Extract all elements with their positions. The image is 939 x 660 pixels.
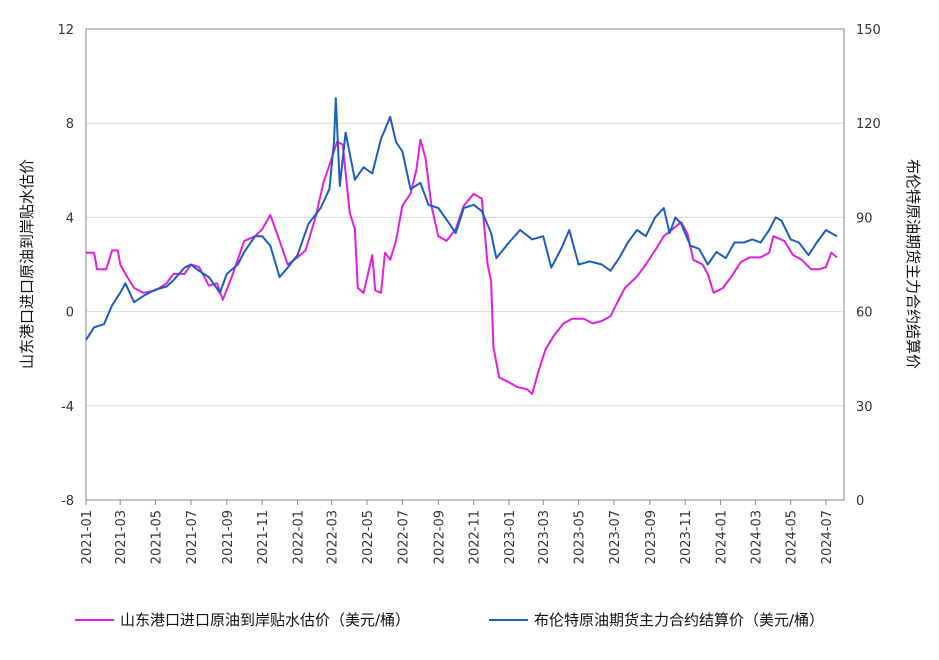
right-axis: 0 30 60 90 120 150 xyxy=(856,23,881,509)
x-tick-label: 2021-01 xyxy=(80,510,95,564)
left-tick-label: 4 xyxy=(66,211,74,226)
x-tick-label: 2023-09 xyxy=(644,510,659,564)
x-tick-label: 2024-07 xyxy=(820,510,835,564)
x-tick-label: 2023-11 xyxy=(679,510,694,564)
x-tick-label: 2021-03 xyxy=(114,510,129,564)
x-tick-label: 2024-03 xyxy=(749,510,764,564)
series-line-1 xyxy=(86,138,838,395)
x-axis: 2021-01 2021-03 2021-05 2021-07 2021-09 2021-… xyxy=(80,500,835,564)
legend: 山东港口进口原油到岸贴水估价（美元/桶） 布伦特原油期货主力合约结算价（美元/桶） xyxy=(75,611,824,629)
x-tick-label: 2023-03 xyxy=(537,510,552,564)
left-tick-label: -8 xyxy=(61,494,74,509)
right-tick-label: 30 xyxy=(856,400,873,415)
legend-label-1: 山东港口进口原油到岸贴水估价（美元/桶） xyxy=(120,611,410,629)
right-tick-label: 120 xyxy=(856,117,881,132)
x-tick-label: 2024-05 xyxy=(785,510,800,564)
x-tick-label: 2022-09 xyxy=(432,510,447,564)
x-tick-label: 2023-07 xyxy=(608,510,623,564)
x-tick-label: 2022-05 xyxy=(361,510,376,564)
left-tick-label: 0 xyxy=(66,306,74,321)
plot-area-border xyxy=(85,28,845,501)
x-tick-label: 2022-01 xyxy=(292,510,307,564)
gridlines xyxy=(86,28,844,501)
x-tick-label: 2023-01 xyxy=(503,510,518,564)
x-tick-label: 2024-01 xyxy=(715,510,730,564)
x-tick-label: 2021-09 xyxy=(221,510,236,564)
x-tick-label: 2022-03 xyxy=(326,510,341,564)
x-tick-label: 2021-11 xyxy=(256,510,271,564)
legend-label-2: 布伦特原油期货主力合约结算价（美元/桶） xyxy=(534,611,824,629)
left-tick-label: 12 xyxy=(57,23,74,38)
left-axis: -8 -4 0 4 8 12 xyxy=(57,23,74,509)
right-tick-label: 60 xyxy=(856,306,873,321)
left-axis-title: 山东港口进口原油到岸贴水估价 xyxy=(18,159,36,369)
x-tick-label: 2022-07 xyxy=(396,510,411,564)
series-line-2 xyxy=(85,97,838,341)
right-tick-label: 90 xyxy=(856,211,873,226)
right-tick-label: 0 xyxy=(856,494,864,509)
x-tick-label: 2021-07 xyxy=(185,510,200,564)
right-axis-title: 布伦特原油期货主力合约结算价 xyxy=(904,159,922,369)
series-lines xyxy=(85,97,838,395)
left-tick-label: -4 xyxy=(61,400,74,415)
x-tick-label: 2023-05 xyxy=(573,510,588,564)
left-tick-label: 8 xyxy=(66,117,74,132)
right-tick-label: 150 xyxy=(856,23,881,38)
x-tick-label: 2022-11 xyxy=(468,510,483,564)
x-tick-label: 2021-05 xyxy=(150,510,165,564)
